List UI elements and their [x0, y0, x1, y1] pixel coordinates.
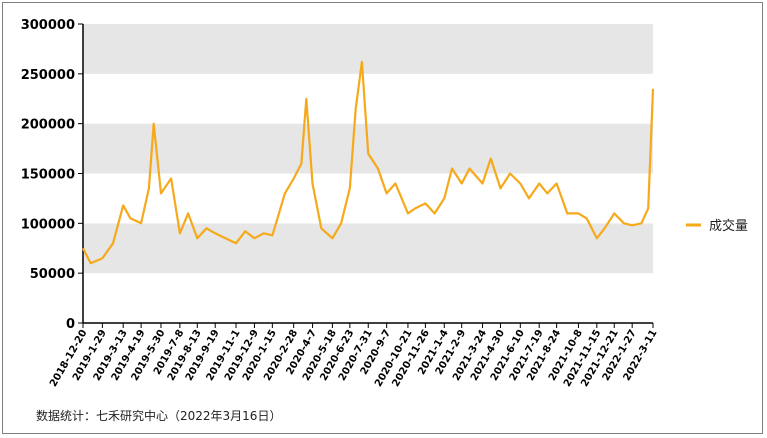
y-tick-label: 50000	[30, 267, 75, 282]
series-group	[82, 60, 655, 265]
y-tick-label: 250000	[21, 68, 75, 83]
y-tick-label: 300000	[21, 18, 75, 33]
grid-band	[83, 24, 653, 74]
y-tick-label: 0	[66, 317, 75, 332]
y-tick-label: 150000	[21, 168, 75, 183]
source-note: 数据统计：七禾研究中心（2022年3月16日）	[36, 409, 282, 423]
legend-label: 成交量	[709, 218, 748, 234]
grid-band	[83, 223, 653, 274]
line-chart: 0 50000 100000 150000 200000 250000 300000 201…	[21, 18, 748, 389]
grid-bands	[83, 24, 653, 323]
axes	[82, 24, 653, 324]
x-axis-ticks: 2018-12-202019-1-292019-3-132019-4-19201…	[48, 323, 660, 389]
grid-band	[83, 73, 653, 124]
chart-frame: 0 50000 100000 150000 200000 250000 300000 201…	[2, 2, 763, 434]
y-axis-ticks: 0 50000 100000 150000 200000 250000 300000	[21, 18, 83, 332]
y-tick-label: 200000	[21, 118, 75, 133]
series-line	[82, 60, 655, 265]
y-tick-label: 100000	[21, 217, 75, 232]
legend: 成交量	[686, 218, 748, 234]
grid-band	[83, 273, 653, 323]
